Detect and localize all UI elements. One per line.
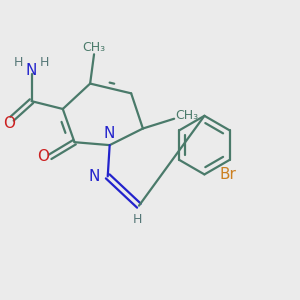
Text: N: N [26,63,37,78]
Text: O: O [37,149,49,164]
Text: H: H [14,56,23,69]
Text: Br: Br [219,167,236,182]
Text: CH₃: CH₃ [82,41,106,54]
Text: O: O [3,116,15,131]
Text: CH₃: CH₃ [175,109,198,122]
Text: N: N [104,126,116,141]
Text: H: H [132,213,142,226]
Text: N: N [88,169,100,184]
Text: H: H [40,56,49,69]
